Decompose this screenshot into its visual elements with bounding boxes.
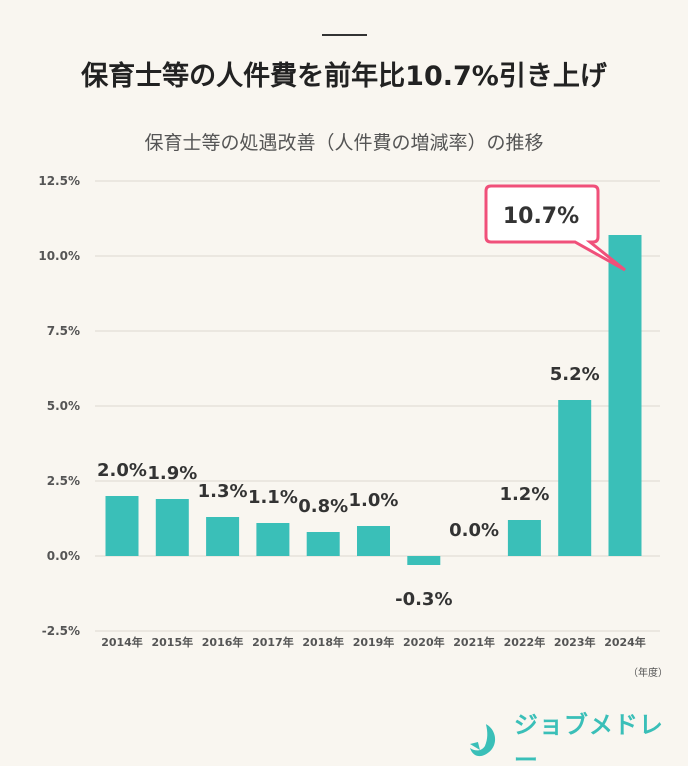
- data-label: 2.0%: [97, 460, 147, 481]
- bar: [306, 532, 340, 556]
- y-tick-label: -2.5%: [42, 624, 80, 638]
- x-tick-label: 2015年: [151, 635, 193, 649]
- data-label: 1.2%: [499, 484, 549, 505]
- bar: [608, 235, 642, 556]
- data-label: 0.8%: [298, 496, 348, 517]
- chart-title: 保育士等の処遇改善（人件費の増減率）の推移: [144, 132, 544, 154]
- x-tick-label: 2014年: [101, 635, 143, 649]
- x-tick-label: 2023年: [554, 635, 596, 649]
- logo: ジョブメドレー: [468, 705, 688, 766]
- bar: [155, 499, 189, 556]
- data-label: 1.0%: [349, 490, 399, 511]
- bar: [105, 496, 139, 556]
- x-tick-label: 2018年: [302, 635, 344, 649]
- data-label: 10.7%: [503, 204, 579, 229]
- bar: [558, 400, 592, 556]
- data-label: -0.3%: [395, 589, 452, 610]
- data-label: 0.0%: [449, 520, 499, 541]
- page-title: 保育士等の人件費を前年比10.7%引き上げ: [81, 61, 607, 92]
- x-tick-label: 2016年: [202, 635, 244, 649]
- logo-icon: [469, 724, 496, 757]
- data-label: 1.9%: [147, 463, 197, 484]
- data-label: 1.1%: [248, 487, 298, 508]
- x-tick-label: 2024年: [604, 635, 646, 649]
- logo-text: ジョブメドレー: [513, 711, 664, 766]
- x-tick-label: 2019年: [353, 635, 395, 649]
- bar: [407, 556, 441, 565]
- x-axis-unit: （年度）: [628, 668, 668, 679]
- y-tick-label: 12.5%: [38, 174, 80, 188]
- title-rule: [322, 34, 367, 36]
- y-tick-label: 2.5%: [47, 474, 80, 488]
- y-tick-label: 10.0%: [38, 249, 80, 263]
- bar: [507, 520, 541, 556]
- x-tick-label: 2021年: [453, 635, 495, 649]
- data-label: 5.2%: [550, 364, 600, 385]
- bar: [357, 526, 390, 556]
- data-label: 1.3%: [198, 481, 248, 502]
- y-tick-label: 0.0%: [47, 549, 80, 563]
- bar: [256, 523, 290, 556]
- callout-box: [484, 184, 626, 272]
- x-tick-label: 2022年: [504, 635, 546, 649]
- bar: [206, 517, 240, 556]
- y-tick-label: 5.0%: [47, 399, 80, 413]
- x-tick-label: 2020年: [403, 635, 445, 649]
- y-tick-label: 7.5%: [47, 324, 80, 338]
- x-tick-label: 2017年: [252, 635, 294, 649]
